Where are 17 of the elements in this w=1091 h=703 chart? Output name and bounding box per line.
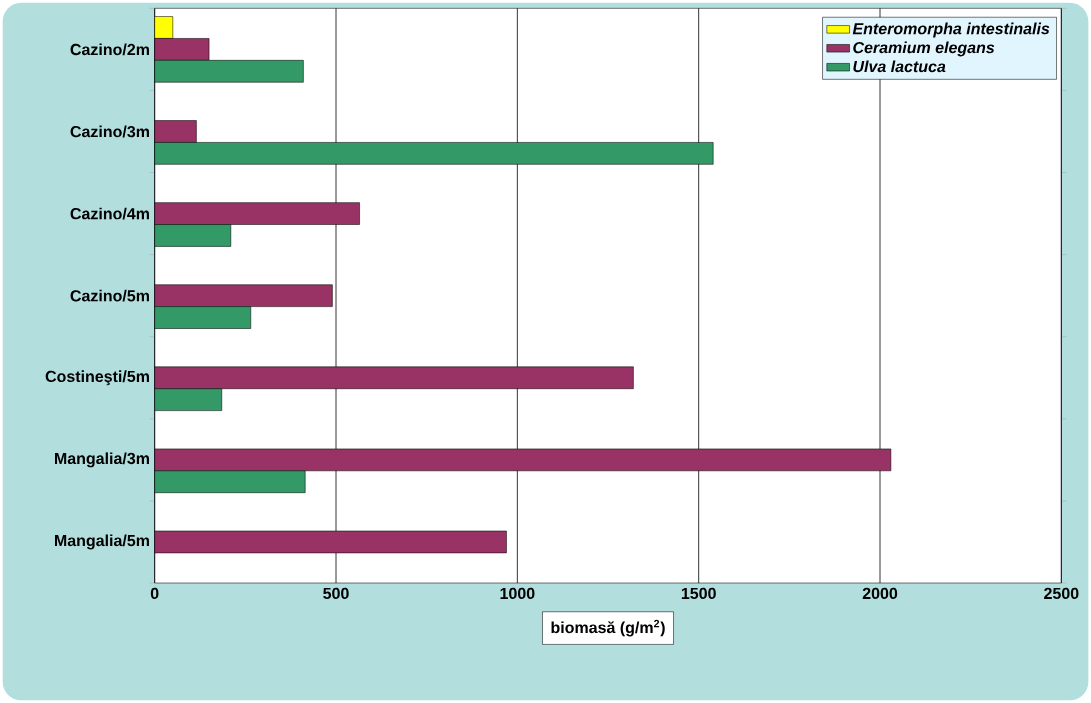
x-tick-label: 2500 xyxy=(1044,587,1079,600)
x-tick-label: 1500 xyxy=(681,587,716,600)
x-axis-title: biomasă (g/m$^{2}$) xyxy=(551,619,665,637)
x-tick-label: 0 xyxy=(150,587,159,600)
legend-label: Enteromorpha intestinalis xyxy=(852,22,1050,38)
y-tick-label: Cazino/2m xyxy=(70,43,149,56)
x-tick-label: 500 xyxy=(323,587,349,600)
y-tick-label: Cazino/5m xyxy=(70,289,149,302)
x-tick-label: 2000 xyxy=(862,587,898,600)
y-tick-label: Mangalia/5m xyxy=(54,534,149,550)
y-tick-label: Cazino/4m xyxy=(70,207,149,220)
legend-label: Ulva lactuca xyxy=(853,60,946,73)
x-tick-label: 1000 xyxy=(500,587,535,600)
y-tick-label: Mangalia/3m xyxy=(54,452,149,468)
y-tick-label: Cazino/3m xyxy=(70,125,149,138)
legend-label: Ceramium elegans xyxy=(853,41,995,57)
y-tick-label: Costineşti/5m xyxy=(45,370,149,386)
